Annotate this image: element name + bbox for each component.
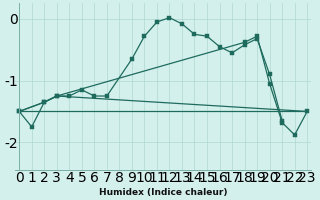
X-axis label: Humidex (Indice chaleur): Humidex (Indice chaleur)	[99, 188, 228, 197]
